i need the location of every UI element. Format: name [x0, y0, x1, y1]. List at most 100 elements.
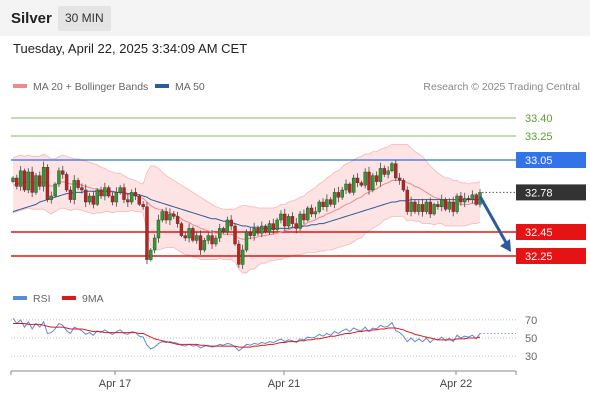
- x-tick-label: Apr 17: [99, 378, 131, 390]
- candle: [110, 192, 115, 206]
- rsi-tick-label-50: 50: [525, 333, 537, 345]
- candle-body: [18, 170, 23, 187]
- candle: [344, 179, 348, 195]
- candle: [309, 204, 314, 217]
- candle: [351, 174, 356, 196]
- candle: [248, 227, 253, 240]
- candle: [359, 180, 364, 188]
- rsi-line: [12, 317, 481, 352]
- candle-body: [118, 187, 122, 193]
- candle-body: [26, 171, 31, 191]
- candle-body: [53, 183, 57, 197]
- level-label-33-25: 33.25: [525, 131, 553, 143]
- candle: [329, 197, 333, 207]
- candle: [313, 206, 318, 219]
- candle: [195, 231, 199, 244]
- candle-body: [145, 206, 149, 260]
- candle-body: [41, 166, 46, 187]
- candle: [420, 198, 425, 217]
- candle-body: [440, 199, 444, 208]
- candle: [298, 211, 302, 232]
- candle-body: [122, 187, 126, 200]
- candle: [41, 161, 46, 192]
- candle-body: [367, 171, 371, 191]
- timeframe-button[interactable]: 30 MIN: [58, 6, 111, 31]
- ma50-legend-swatch: [155, 84, 169, 88]
- candle-body: [290, 216, 295, 224]
- candle-body: [474, 194, 478, 205]
- candle: [336, 186, 341, 203]
- candle: [378, 162, 383, 187]
- candle: [436, 201, 440, 210]
- candle-body: [317, 201, 321, 212]
- candle-body: [363, 171, 367, 186]
- candle-body: [248, 231, 253, 236]
- ma9-legend-swatch: [62, 296, 76, 300]
- candle: [152, 234, 157, 254]
- candle: [179, 221, 184, 238]
- candle-body: [424, 201, 429, 212]
- candle: [221, 226, 226, 234]
- level-label-33-05-box: [516, 152, 586, 168]
- candle-body: [61, 170, 65, 175]
- rsi-legend-label: RSI: [33, 293, 51, 305]
- ma20-legend-label: MA 20 + Bollinger Bands: [33, 81, 148, 93]
- candle-body: [405, 189, 409, 212]
- candle-body: [409, 201, 413, 212]
- candle-body: [149, 249, 153, 260]
- candle: [374, 171, 379, 186]
- candle-body: [114, 192, 119, 203]
- candle: [129, 189, 134, 205]
- candle: [340, 187, 344, 200]
- chart-timestamp: Tuesday, April 22, 2025 3:34:09 AM CET: [13, 41, 248, 56]
- candle: [459, 191, 463, 206]
- candle: [363, 168, 367, 189]
- x-tick-label: Apr 21: [268, 378, 300, 390]
- candle: [413, 199, 417, 214]
- candle: [160, 209, 164, 223]
- level-labels: 33.40 33.25 33.05 32.78 32.45 32.25: [516, 113, 586, 264]
- forecast-arrow-head: [500, 239, 511, 252]
- candle: [145, 201, 149, 264]
- candle-body: [183, 235, 187, 239]
- candle-body: [394, 163, 398, 179]
- candle-body: [332, 192, 337, 205]
- candle: [164, 207, 168, 224]
- copyright-text: Research © 2025 Trading Central: [423, 81, 580, 93]
- level-label-32-45-box: [516, 224, 586, 240]
- rsi-tick-label-30: 30: [525, 351, 537, 363]
- candle-body: [260, 225, 264, 234]
- rsi-lines: [12, 317, 516, 352]
- candle: [175, 211, 180, 228]
- header-bar: Silver 30 MIN: [0, 0, 590, 36]
- candle-body: [206, 235, 210, 241]
- candle-body: [283, 213, 287, 227]
- candle: [275, 217, 279, 232]
- candle-body: [137, 195, 142, 205]
- candle: [218, 223, 222, 243]
- candle: [440, 194, 444, 212]
- candle: [455, 193, 459, 214]
- candle: [80, 183, 84, 194]
- candle: [428, 197, 432, 219]
- candle-body: [298, 213, 302, 229]
- candle: [141, 201, 145, 210]
- candle: [225, 216, 230, 235]
- candle-body: [152, 237, 157, 251]
- candle-body: [64, 174, 69, 191]
- candle-body: [45, 166, 50, 200]
- candle-body: [11, 177, 15, 182]
- candle-body: [329, 199, 333, 205]
- bollinger-bands: [12, 144, 481, 274]
- candle: [401, 178, 406, 192]
- candle: [371, 173, 375, 193]
- candle-body: [275, 219, 279, 230]
- candle-body: [168, 213, 172, 221]
- bollinger-lower-line: [12, 207, 481, 274]
- candle: [294, 217, 298, 234]
- forecast-arrow-shaft: [478, 195, 510, 247]
- candle-body: [313, 211, 318, 215]
- candle: [168, 208, 172, 226]
- candle-body: [279, 213, 283, 221]
